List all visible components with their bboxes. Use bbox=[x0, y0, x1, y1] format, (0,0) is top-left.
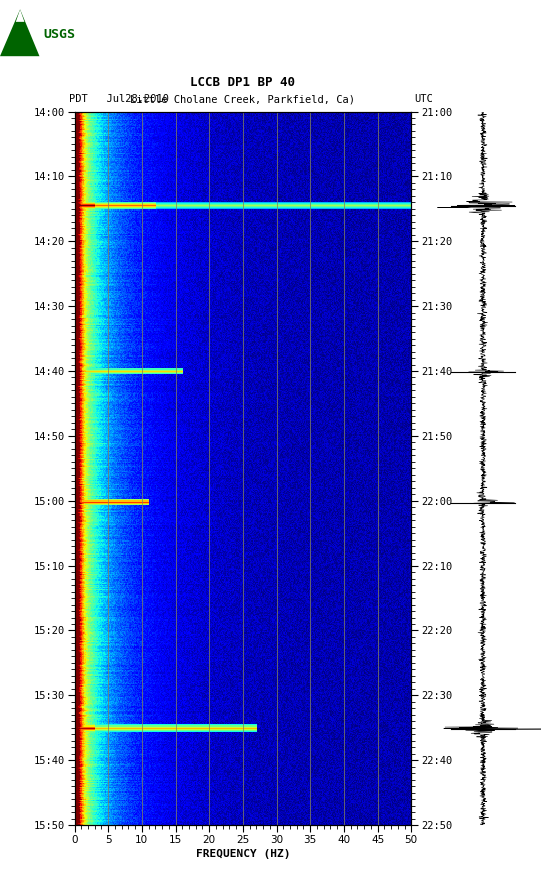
Polygon shape bbox=[16, 9, 24, 21]
Text: LCCB DP1 BP 40: LCCB DP1 BP 40 bbox=[190, 76, 295, 89]
Text: Little Cholane Creek, Parkfield, Ca): Little Cholane Creek, Parkfield, Ca) bbox=[130, 95, 355, 104]
Text: UTC: UTC bbox=[414, 95, 433, 104]
Text: PDT   Jul28,2010: PDT Jul28,2010 bbox=[69, 95, 169, 104]
Text: USGS: USGS bbox=[43, 28, 75, 41]
X-axis label: FREQUENCY (HZ): FREQUENCY (HZ) bbox=[195, 849, 290, 859]
Polygon shape bbox=[0, 9, 40, 56]
